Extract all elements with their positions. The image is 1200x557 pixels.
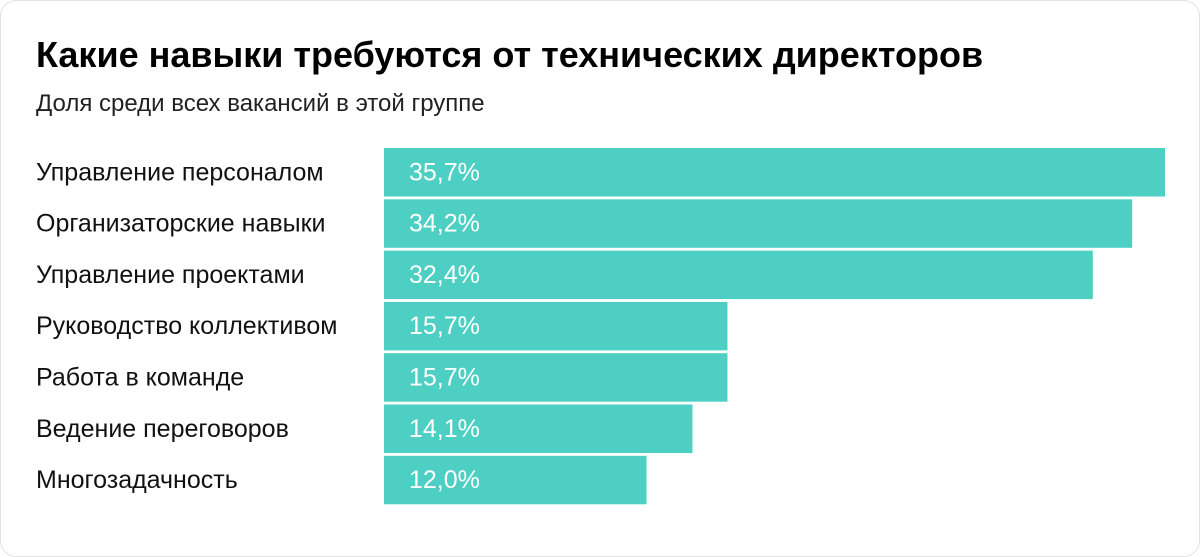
value-label: 34,2% [409,210,480,238]
value-label: 12,0% [409,466,480,494]
bar-1 [384,148,1165,197]
category-label: Работа в команде [36,363,244,391]
value-label: 15,7% [409,312,480,340]
category-label: Многозадачность [36,466,238,494]
value-label: 32,4% [409,261,480,289]
bar-3 [384,250,1093,300]
chart-title: Какие навыки требуются от технических ди… [36,34,984,75]
value-label: 35,7% [409,158,480,186]
bar-7 [384,455,647,505]
value-label: 15,7% [409,363,480,391]
bar-5 [384,353,728,402]
category-label: Управление персоналом [36,158,324,186]
category-label: Ведение переговоров [36,415,289,443]
bar-6 [384,404,693,453]
value-label: 14,1% [409,415,480,443]
category-label: Руководство коллективом [36,312,337,340]
category-label: Организаторские навыки [36,210,326,238]
category-label: Управление проектами [36,261,305,289]
bar-2 [384,199,1133,248]
chart-subtitle: Доля среди всех вакансий в этой группе [36,90,485,117]
bar-4 [384,301,728,351]
